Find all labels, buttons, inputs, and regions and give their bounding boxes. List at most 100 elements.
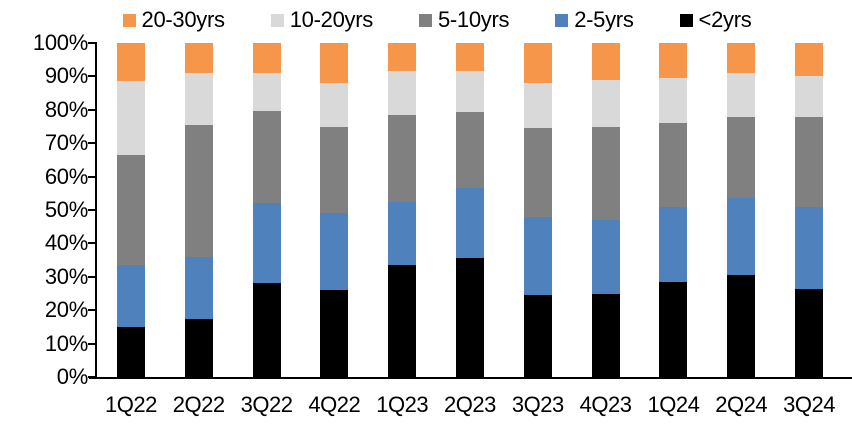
segment--2yrs [659,281,688,377]
segment-20-30yrs [252,43,281,74]
legend-swatch-icon [555,13,569,27]
y-axis-label: 100% [32,30,88,55]
bar-slot [436,43,504,377]
y-axis-tick [88,275,97,278]
y-axis-tick [88,42,97,44]
y-axis-label: 30% [44,263,88,289]
x-axis-label: 1Q22 [104,392,157,417]
segment-2-5yrs [591,220,620,294]
segment-10-20yrs [523,83,552,129]
x-axis-label: 1Q23 [376,392,429,417]
segment-10-20yrs [320,83,349,127]
bar-slot [572,43,640,377]
legend-item-20-30yrs: 20-30yrs [122,7,226,32]
segment-20-30yrs [727,43,756,74]
x-axis-label: 4Q23 [579,392,632,417]
segment-5-10yrs [455,111,484,189]
y-axis-tick [88,342,97,345]
segment-5-10yrs [388,114,417,202]
segment-10-20yrs [116,81,145,155]
bar-slot [504,43,572,377]
segment-20-30yrs [116,43,145,82]
x-axis-label: 2Q23 [444,392,496,417]
segment-5-10yrs [659,123,688,207]
y-axis-tick [88,175,97,178]
segment--2yrs [252,283,281,377]
segment-2-5yrs [116,265,145,327]
bar-slot [233,43,301,377]
y-axis-label: 10% [44,330,88,356]
bar-slot [775,43,843,377]
bar-3q22 [252,43,281,377]
legend-swatch-icon [418,13,432,27]
y-axis-tick [88,108,97,111]
legend-label: 10-20yrs [289,7,374,32]
bar-slot [97,43,165,377]
segment--2yrs [455,258,484,377]
y-axis-label: 70% [44,130,88,156]
x-axis-label: 3Q23 [511,392,564,417]
bar-2q23 [455,43,484,377]
y-axis-tick [88,209,97,211]
legend-swatch-icon [122,13,136,27]
legend-swatch-icon [270,13,284,27]
segment-20-30yrs [184,43,213,74]
segment-5-10yrs [591,126,620,221]
segment--2yrs [388,265,417,377]
legend-item--2yrs: <2yrs [679,9,752,31]
segment-20-30yrs [523,43,552,84]
segment-2-5yrs [659,206,688,282]
y-axis-label: 40% [44,230,88,256]
bar-slot [640,43,708,377]
segment-5-10yrs [252,111,281,204]
legend-swatch-icon [679,13,693,27]
segment--2yrs [591,293,620,377]
x-axis-baseline [89,377,852,379]
segment-2-5yrs [727,198,756,276]
y-axis-tick [88,142,97,145]
segment-2-5yrs [252,203,281,284]
bar-4q22 [320,43,349,377]
segment-10-20yrs [795,76,824,117]
segment-10-20yrs [455,71,484,112]
bar-3q23 [523,43,552,377]
segment-2-5yrs [455,188,484,259]
segment-5-10yrs [795,116,824,207]
segment-2-5yrs [184,256,213,319]
segment--2yrs [320,290,349,377]
segment--2yrs [727,275,756,377]
segment-20-30yrs [320,43,349,84]
segment-20-30yrs [659,43,688,79]
x-axis-label: 3Q22 [240,392,293,417]
plot-area [97,43,843,377]
segment-20-30yrs [795,43,824,77]
y-axis-label: 50% [44,197,88,222]
segment--2yrs [184,318,213,377]
segment-10-20yrs [184,73,213,125]
segment-20-30yrs [388,43,417,72]
bar-4q23 [591,43,620,377]
bar-slot [368,43,436,377]
y-axis-label: 90% [44,63,88,89]
x-axis-label: 1Q24 [647,392,700,417]
segment-10-20yrs [388,71,417,115]
segment-10-20yrs [659,78,688,124]
bar-3q24 [795,43,824,377]
bar-slot [300,43,368,377]
y-axis-label: 60% [44,163,88,189]
segment--2yrs [116,326,145,377]
y-axis-tick [88,309,97,312]
segment-5-10yrs [116,154,145,266]
segment-20-30yrs [455,43,484,72]
legend-label: 2-5yrs [574,7,634,32]
segment--2yrs [795,288,824,377]
y-axis-label: 80% [44,96,88,122]
bar-1q22 [116,43,145,377]
bar-slot [707,43,775,377]
x-axis-labels: 1Q22 2Q22 3Q22 4Q22 1Q23 2Q23 3Q23 4Q23 1Q24 2Q24… [97,392,843,418]
y-axis-label: 0% [56,364,89,389]
legend-label: 20-30yrs [141,7,226,32]
bar-slot [165,43,233,377]
segment-2-5yrs [388,201,417,266]
legend-item-2-5yrs: 2-5yrs [555,7,634,32]
